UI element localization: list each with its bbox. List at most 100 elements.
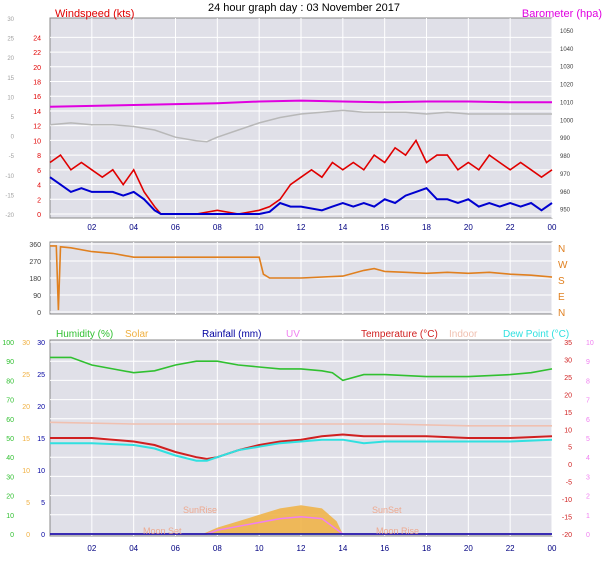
wind-tick-label: 16 [33,94,41,101]
rain-tick-label: 5 [41,500,45,507]
time-tick-label: 10 [255,223,264,232]
baro-tick-label: 1010 [560,100,574,106]
time-tick-label: 16 [380,223,389,232]
far-left-tick-label: 5 [11,115,15,121]
wind-tick-label: 8 [37,153,41,160]
time-tick-label: 04 [129,544,138,553]
thermo-series-label: Indoor [449,329,478,340]
uv-tick-label: 5 [586,436,590,443]
rain-tick-label: 10 [37,468,45,475]
baro-tick-label: 1000 [560,118,574,124]
compass-label: E [558,292,565,303]
temperature-line [50,433,553,460]
temp-tick-label: -20 [562,532,572,539]
humidity-tick-label: 20 [6,494,14,501]
wind-tick-label: 10 [33,138,41,145]
compass-label: N [558,244,565,255]
time-tick-label: 06 [171,223,180,232]
wind-tick-label: 24 [33,35,41,42]
baro-tick-label: 950 [560,208,571,214]
gust-line [49,176,553,215]
baro-tick-label: 1030 [560,65,574,71]
solar-tick-label: 20 [22,404,30,411]
temp-tick-label: 25 [564,375,572,382]
far-left-tick-label: 20 [7,56,14,62]
time-tick-label: 12 [297,544,306,553]
rain-tick-label: 30 [37,340,45,347]
baro-tick-label: 1020 [560,83,574,89]
direction-tick-label: 0 [37,310,41,317]
time-tick-label: 22 [506,544,515,553]
wind-tick-label: 20 [33,65,41,72]
wind-tick-label: 4 [37,183,41,190]
far-left-tick-label: -15 [5,193,14,199]
uv-tick-label: 3 [586,474,590,481]
sun-moon-annotation: Moon Rise [376,526,419,536]
far-left-tick-label: 15 [7,76,14,82]
uv-tick-label: 9 [586,359,590,366]
far-left-tick-label: -10 [5,174,14,180]
wind-tick-label: 6 [37,168,41,175]
compass-label: W [558,260,568,271]
time-tick-label: 00 [548,223,557,232]
humidity-line [50,356,553,382]
temp-tick-label: -15 [562,515,572,522]
chart-title: 24 hour graph day : 03 November 2017 [208,2,400,14]
humidity-tick-label: 70 [6,398,14,405]
time-tick-label: 04 [129,223,138,232]
solar-area [50,505,552,534]
time-tick-label: 14 [338,544,347,553]
humidity-tick-label: 0 [10,532,14,539]
humidity-tick-label: 100 [2,340,14,347]
solar-tick-label: 15 [22,436,30,443]
rain-tick-label: 0 [41,532,45,539]
baro-tick-label: 1050 [560,29,574,35]
humidity-tick-label: 30 [6,474,14,481]
uv-tick-label: 8 [586,378,590,385]
barometer-secondary-line [49,109,552,143]
rain-tick-label: 15 [37,436,45,443]
time-tick-label: 12 [297,223,306,232]
indoor-line [49,421,552,427]
wind-tick-label: 0 [37,212,41,219]
humidity-tick-label: 10 [6,513,14,520]
baro-tick-label: 970 [560,172,571,178]
time-tick-label: 22 [506,223,515,232]
humidity-tick-label: 90 [6,359,14,366]
far-left-tick-label: 10 [7,95,14,101]
solar-tick-label: 5 [26,500,30,507]
far-left-tick-label: -5 [9,154,15,160]
wind-tick-label: 2 [37,197,41,204]
direction-line [50,245,553,311]
time-tick-label: 06 [171,544,180,553]
temp-tick-label: 15 [564,410,572,417]
time-tick-label: 14 [338,223,347,232]
wind-tick-label: 14 [33,109,41,116]
time-tick-label: 00 [548,544,557,553]
humidity-tick-label: 80 [6,378,14,385]
wind-tick-label: 22 [33,50,41,57]
barometer-line [49,99,552,108]
thermo-series-label: Temperature (°C) [361,329,438,340]
direction-tick-label: 270 [29,259,41,266]
uv-line [50,515,552,535]
uv-tick-label: 10 [586,340,594,347]
thermo-series-label: Solar [125,329,149,340]
time-tick-label: 10 [255,544,264,553]
uv-tick-label: 7 [586,398,590,405]
far-left-tick-label: -20 [5,213,14,219]
sun-moon-annotation: SunRise [183,505,217,515]
chart-marks [49,99,553,535]
far-left-tick-label: 25 [7,37,14,43]
temp-tick-label: 30 [564,357,572,364]
rain-tick-label: 20 [37,404,45,411]
solar-tick-label: 25 [22,372,30,379]
time-tick-label: 16 [380,544,389,553]
baro-tick-label: 1040 [560,47,574,53]
temp-tick-label: 35 [564,340,572,347]
baro-tick-label: 980 [560,154,571,160]
solar-tick-label: 0 [26,532,30,539]
time-tick-label: 20 [464,544,473,553]
